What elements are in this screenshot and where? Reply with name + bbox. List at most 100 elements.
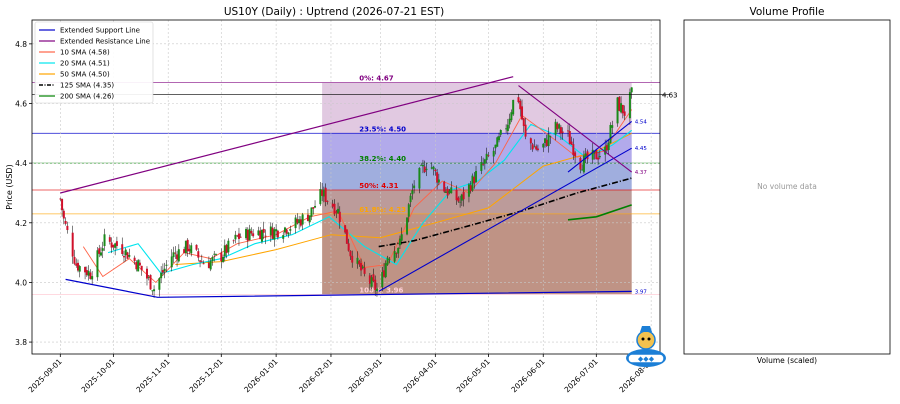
x-tick-label: 2025-11-01 bbox=[134, 357, 171, 394]
candle-body bbox=[151, 290, 154, 292]
candle-body bbox=[437, 179, 440, 183]
channel-line-end-label: 4.45 bbox=[635, 146, 648, 152]
chart-title: US10Y (Daily) : Uptrend (2026-07-21 EST) bbox=[224, 6, 444, 18]
channel-line-end-label: 4.37 bbox=[635, 170, 648, 176]
y-tick-label: 4.4 bbox=[15, 159, 27, 168]
candle-body bbox=[425, 168, 428, 171]
candle-body bbox=[595, 149, 598, 160]
trendline-layer: 3.97 4.45 4.54 4.37 4.63 bbox=[32, 76, 678, 298]
candle-body bbox=[356, 257, 359, 264]
fibonacci-layer: 0%: 4.67 23.5%: 4.50 38.2%: 4.40 50%: 4.31 6… bbox=[32, 75, 660, 295]
sma-200-line bbox=[567, 204, 632, 221]
candle-body bbox=[78, 266, 81, 272]
candle-body bbox=[483, 159, 486, 164]
candle-body bbox=[91, 276, 94, 280]
candle-body bbox=[397, 247, 400, 254]
candle-body bbox=[103, 234, 106, 247]
resistance-line bbox=[60, 76, 514, 194]
candle-body bbox=[363, 267, 366, 274]
x-tick-label: 2026-01-01 bbox=[242, 357, 279, 394]
candle-body bbox=[87, 270, 90, 276]
candle-body bbox=[239, 236, 242, 238]
support-line bbox=[65, 278, 632, 298]
plot-frame bbox=[31, 19, 661, 355]
candle-body bbox=[232, 240, 235, 242]
candle-body bbox=[407, 204, 410, 217]
candle-body bbox=[593, 151, 596, 153]
candle-body bbox=[531, 144, 534, 150]
candle-body bbox=[214, 254, 217, 255]
candle-body bbox=[165, 264, 168, 266]
candle-body bbox=[421, 164, 424, 167]
fib-band bbox=[322, 82, 632, 134]
candle-body bbox=[368, 275, 371, 284]
candle-body bbox=[512, 99, 515, 115]
candle-body bbox=[338, 211, 341, 223]
y-tick-label: 4.6 bbox=[15, 100, 27, 109]
candle-body bbox=[75, 263, 78, 266]
candles-layer bbox=[59, 87, 633, 298]
candle-body bbox=[186, 239, 189, 252]
x-tick-label: 2025-10-01 bbox=[80, 357, 117, 394]
candle-body bbox=[621, 104, 624, 114]
candle-body bbox=[195, 244, 198, 250]
candle-body bbox=[172, 252, 175, 258]
candle-body bbox=[262, 228, 265, 233]
x-tick-label: 2026-05-01 bbox=[455, 357, 492, 394]
candle-body bbox=[547, 134, 550, 147]
candle-body bbox=[259, 230, 262, 240]
fib-band bbox=[322, 213, 632, 295]
candle-body bbox=[607, 142, 610, 151]
candle-body bbox=[572, 144, 575, 156]
candle-body bbox=[505, 128, 508, 130]
candle-body bbox=[351, 255, 354, 263]
candle-body bbox=[271, 227, 274, 239]
candle-body bbox=[207, 262, 210, 269]
candle-body bbox=[473, 176, 476, 184]
candle-body bbox=[85, 270, 88, 276]
candle-body bbox=[324, 187, 327, 202]
candle-body bbox=[153, 289, 156, 292]
candle-body bbox=[567, 130, 570, 132]
candle-body bbox=[492, 150, 495, 157]
candle-body bbox=[579, 157, 582, 170]
fib-level-label: 0%: 4.67 bbox=[359, 75, 394, 83]
candle-body bbox=[252, 233, 255, 237]
candle-body bbox=[510, 112, 513, 121]
candle-body bbox=[506, 124, 509, 132]
candle-body bbox=[128, 255, 131, 257]
candle-body bbox=[549, 136, 552, 138]
candle-body bbox=[306, 214, 309, 221]
candle-body bbox=[236, 235, 239, 237]
candle-body bbox=[84, 266, 87, 273]
svg-text:◆◆◆: ◆◆◆ bbox=[638, 355, 655, 363]
candle-body bbox=[73, 256, 76, 264]
candle-body bbox=[542, 143, 545, 148]
candle-body bbox=[89, 272, 92, 279]
candle-body bbox=[393, 251, 396, 262]
candle-body bbox=[446, 188, 449, 196]
candle-body bbox=[326, 201, 329, 202]
candle-body bbox=[436, 172, 439, 183]
candle-body bbox=[586, 151, 589, 160]
x-tick-label: 2026-04-01 bbox=[402, 357, 439, 394]
candle-body bbox=[533, 146, 536, 148]
candle-body bbox=[349, 250, 352, 257]
candle-body bbox=[374, 279, 377, 290]
legend: Extended Support Line Extended Resistance… bbox=[34, 21, 154, 104]
candle-body bbox=[114, 243, 117, 248]
candle-body bbox=[322, 189, 325, 197]
candle-body bbox=[475, 171, 478, 183]
candle-body bbox=[331, 203, 334, 207]
candle-body bbox=[202, 263, 205, 265]
candle-body bbox=[160, 272, 163, 279]
y-tick-label: 4.0 bbox=[15, 278, 27, 287]
candle-body bbox=[460, 194, 463, 201]
legend-entry: Extended Resistance Line bbox=[60, 38, 150, 46]
candle-body bbox=[273, 229, 276, 240]
candle-body bbox=[269, 226, 272, 236]
candle-body bbox=[457, 197, 460, 202]
candle-body bbox=[248, 228, 251, 241]
volume-x-label: Volume (scaled) bbox=[757, 356, 817, 365]
candle-body bbox=[459, 201, 462, 203]
